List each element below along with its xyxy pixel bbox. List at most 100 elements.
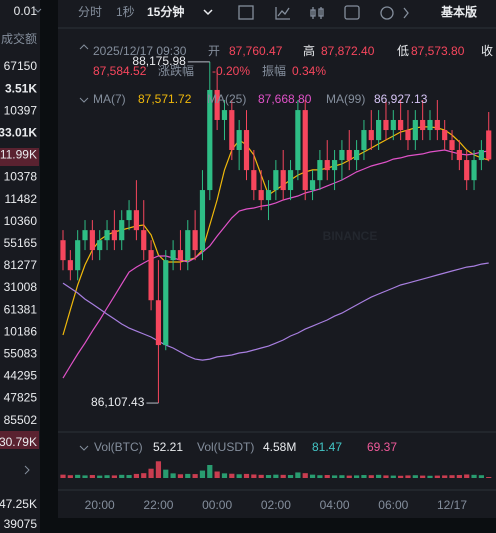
candle-body [295, 110, 301, 171]
volume-bar [354, 475, 360, 478]
toolbar-icons [238, 5, 409, 20]
volume-bar [412, 475, 418, 478]
candle-body [199, 190, 206, 251]
volume-legend: Vol(BTC) [94, 440, 143, 454]
volume-bar [141, 473, 147, 478]
candle-body [192, 230, 198, 251]
candle-body [471, 160, 477, 181]
interval-tab[interactable]: 分时 [78, 5, 102, 19]
order-amount: 10378 [4, 170, 38, 184]
candle-body [478, 149, 484, 161]
candle-body [97, 240, 103, 251]
icon[interactable] [275, 7, 290, 20]
volume-bar [229, 473, 235, 478]
legend-name: MA(99) [326, 92, 365, 106]
volume-legend: 69.37 [367, 440, 397, 454]
candle-body [236, 130, 242, 150]
dropdown-icon[interactable] [203, 9, 213, 16]
candle-body [170, 250, 176, 261]
candle-body [177, 250, 184, 261]
x-tick-label: 20:00 [85, 498, 115, 512]
volume-bar [390, 475, 396, 478]
ma-line [62, 149, 489, 379]
volume-bar [405, 475, 411, 478]
volume-bar [111, 475, 117, 478]
candle-body [214, 89, 220, 120]
candle-body [302, 110, 308, 191]
volume-bar [368, 475, 374, 478]
volume-bar [346, 475, 352, 478]
volume-bar [185, 473, 191, 478]
candle-body [82, 230, 88, 241]
candle-body [141, 230, 147, 251]
ohlc-info: 收 [481, 44, 493, 58]
volume-bar [420, 475, 426, 478]
volume-bar [339, 475, 345, 478]
volume-bar [331, 475, 338, 478]
candle-body [317, 160, 323, 181]
collapse-icon[interactable] [79, 97, 89, 103]
candle-body [449, 140, 455, 150]
price-step[interactable]: 0.01 [14, 4, 38, 18]
volume-bar [302, 473, 308, 478]
volume-bar [251, 474, 257, 478]
candle-body [287, 170, 294, 191]
ohlc-info: 87,584.52 [93, 64, 147, 78]
x-tick-label: 02:00 [261, 498, 291, 512]
collapse-icon[interactable] [79, 445, 89, 451]
order-amount: 11.99K [0, 148, 37, 162]
icon[interactable] [310, 7, 324, 19]
order-amount: 10360 [4, 214, 38, 228]
icon[interactable] [238, 5, 254, 20]
candle-body [126, 210, 132, 221]
order-amount: 10186 [4, 324, 38, 338]
volume-bar [89, 475, 95, 478]
order-amount: 39075 [4, 517, 38, 531]
volume-bar [456, 475, 462, 478]
legend-value: 87,571.72 [138, 92, 192, 106]
candle-body [412, 119, 418, 141]
ohlc-info: 87,573.80 [411, 44, 465, 58]
candle-body [258, 190, 264, 201]
interval-tab[interactable]: 1秒 [116, 5, 135, 19]
volume-legend: 81.47 [312, 440, 342, 454]
candle-body [163, 260, 169, 346]
icon[interactable] [380, 6, 394, 20]
arrow-icon[interactable] [24, 465, 30, 475]
icon[interactable] [344, 5, 360, 20]
ohlc-info: 87,760.47 [229, 44, 283, 58]
volume-bar [163, 469, 169, 478]
volume-bar [133, 473, 139, 478]
watermark: BINANCE [323, 229, 378, 243]
candle-body [398, 119, 404, 131]
candle-body [133, 210, 139, 231]
candle-body [427, 119, 433, 131]
volume-bar [75, 474, 81, 478]
candle-body [229, 110, 235, 150]
order-amount: 67150 [4, 59, 38, 73]
candle-body [390, 119, 396, 131]
order-amount: 55083 [4, 346, 38, 360]
candle-body [89, 230, 95, 251]
candle-body [185, 230, 191, 261]
ohlc-info: 高 [303, 43, 315, 58]
collapse-icon[interactable] [79, 44, 89, 50]
bottom-bar [58, 518, 496, 533]
interval-tab[interactable]: 15分钟 [147, 4, 184, 19]
order-amount: 81277 [4, 258, 38, 272]
mode-tab[interactable]: 基本版 [440, 4, 477, 19]
icon[interactable] [403, 7, 409, 19]
candle-body [309, 180, 316, 191]
x-tick-label: 00:00 [202, 498, 232, 512]
candle-body [324, 160, 330, 171]
dropdown-icon[interactable] [34, 8, 42, 13]
volume-bar [170, 473, 176, 478]
volume-bar [177, 474, 184, 478]
candle-body [376, 119, 382, 141]
candle-body [104, 230, 110, 241]
volume-bar [486, 477, 492, 478]
ohlc-info: 0.34% [292, 64, 326, 78]
candle-body [280, 170, 286, 191]
